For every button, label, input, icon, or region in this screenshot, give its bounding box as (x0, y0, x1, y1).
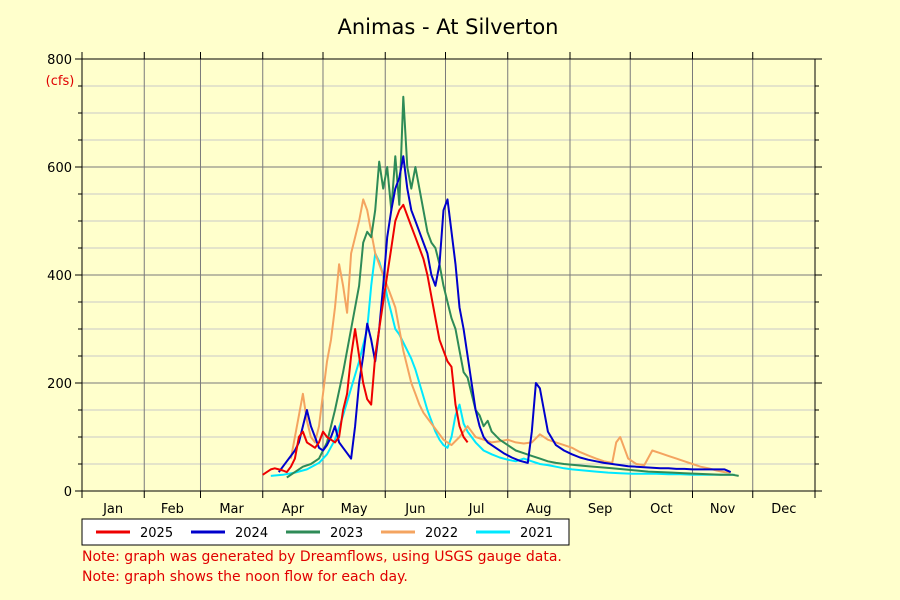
note-source: Note: graph was generated by Dreamflows,… (82, 549, 562, 565)
y-tick-label: 800 (47, 53, 72, 68)
y-axis: 0 200 400 600 800 (47, 53, 822, 500)
x-tick-label-sep: Sep (588, 502, 613, 517)
x-axis: Jan Feb Mar Apr May Jun Jul Aug Sep Oct Nov Dec (81, 52, 816, 517)
legend: 2025 2024 2023 2022 2021 (81, 518, 570, 546)
series-lines (262, 95, 739, 479)
note-noon-flow: Note: graph shows the noon flow for each… (82, 569, 408, 585)
x-tick-label-may: May (341, 502, 368, 517)
legend-label-2022: 2022 (425, 526, 458, 541)
x-tick-label-jul: Jul (468, 502, 485, 517)
legend-label-2023: 2023 (330, 526, 363, 541)
x-tick-label-nov: Nov (710, 502, 736, 517)
series-line-2024 (277, 155, 732, 474)
x-tick-label-jan: Jan (102, 502, 123, 517)
y-tick-label: 600 (47, 161, 72, 176)
x-tick-label-oct: Oct (650, 502, 672, 517)
x-tick-label-feb: Feb (161, 502, 184, 517)
grid (82, 59, 815, 491)
x-tick-label-mar: Mar (219, 502, 244, 517)
legend-label-2024: 2024 (235, 526, 268, 541)
x-tick-label-apr: Apr (282, 502, 305, 517)
series-line-2021 (270, 252, 735, 477)
legend-label-2021: 2021 (520, 526, 553, 541)
series-line-2023 (286, 95, 739, 479)
series-line-2025 (262, 203, 469, 476)
plot-frame (81, 58, 816, 492)
x-tick-label-dec: Dec (771, 502, 796, 517)
y-tick-label: 0 (64, 485, 72, 500)
series-line-2022 (289, 198, 731, 474)
x-tick-label-jun: Jun (404, 502, 425, 517)
y-tick-label: 400 (47, 269, 72, 284)
y-axis-unit-label: (cfs) (46, 74, 75, 89)
legend-label-2025: 2025 (140, 526, 173, 541)
chart-title: Animas - At Silverton (338, 15, 559, 39)
x-tick-label-aug: Aug (526, 502, 551, 517)
y-tick-label: 200 (47, 377, 72, 392)
